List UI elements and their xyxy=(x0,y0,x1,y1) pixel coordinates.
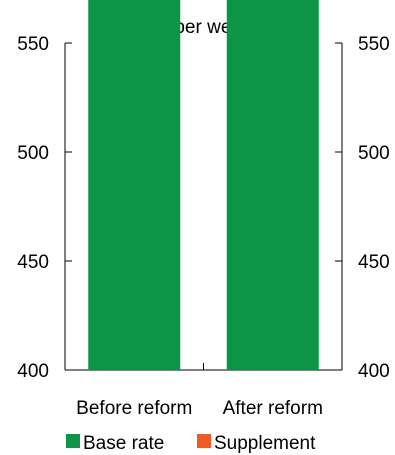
x-category-label: Before reform xyxy=(76,398,192,419)
legend-swatch xyxy=(197,434,211,448)
y-tick-right-label: 500 xyxy=(358,143,390,164)
y-tick-left-label: 400 xyxy=(17,361,49,382)
x-category-label: After reform xyxy=(223,398,323,419)
legend-label: Base rate xyxy=(83,433,164,454)
y-tick-left-label: 500 xyxy=(17,143,49,164)
legend: Base rate Supplement xyxy=(66,433,316,454)
y-tick-right-label: 550 xyxy=(358,34,390,55)
y-tick-left-label: 450 xyxy=(17,252,49,273)
y-axis-left-ticks: 400 450 500 550 xyxy=(17,34,72,382)
legend-label: Supplement xyxy=(214,433,316,454)
x-axis-labels: Before reform After reform xyxy=(76,398,323,419)
y-tick-left-label: 550 xyxy=(17,34,49,55)
bars xyxy=(88,0,319,370)
y-tick-right-label: 400 xyxy=(358,361,390,382)
legend-swatch xyxy=(66,434,80,448)
bar-base-rate xyxy=(226,0,319,370)
y-tick-right-label: 450 xyxy=(358,252,390,273)
y-axis-right-ticks: 400 450 500 550 xyxy=(335,34,390,382)
bar-base-rate xyxy=(88,0,181,370)
